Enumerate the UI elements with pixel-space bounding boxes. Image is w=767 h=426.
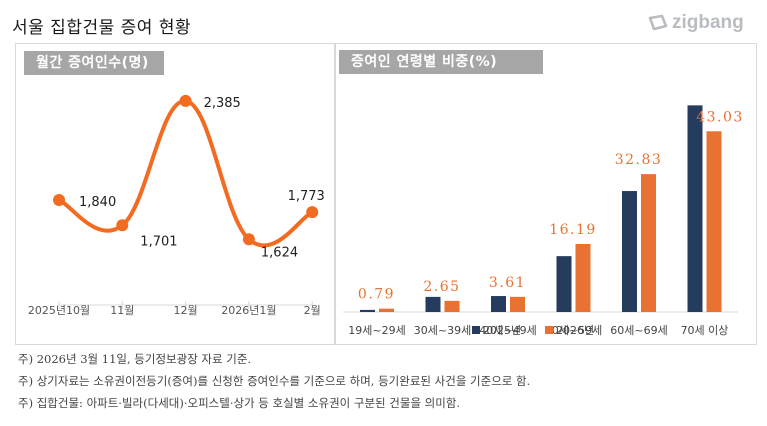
- data-label: 32.83: [615, 152, 663, 168]
- bar-2026: [444, 300, 460, 312]
- category-label: 70세 이상: [681, 324, 729, 337]
- x-tick-label: 2026년1월: [221, 304, 276, 317]
- bar-2025: [622, 191, 637, 312]
- data-point: [53, 194, 65, 206]
- data-label: 2,385: [204, 96, 241, 111]
- x-tick-label: 11월: [110, 304, 134, 317]
- data-point: [116, 219, 129, 232]
- footnote-basis: 주) 상기자료는 소유권이전등기(증여)를 신청한 증여인수를 기준으로 하며,…: [18, 374, 531, 388]
- category-label: 30세~39세: [414, 324, 471, 337]
- charts-frame: [15, 43, 757, 345]
- monthly-gift-line-chart: 2025년10월 11월 12월 2026년1월 2월 1,840 1,701 2,385 1,…: [28, 94, 325, 317]
- bar-2026: [706, 131, 722, 312]
- bar-2026: [379, 308, 394, 312]
- x-tick-label: 2월: [304, 304, 321, 317]
- bar-2025: [556, 256, 572, 312]
- legend-label: 2026년: [556, 324, 594, 337]
- zigbang-logo: zigbang: [646, 12, 744, 34]
- category-label: 60세~69세: [610, 324, 667, 337]
- data-label: 1,624: [261, 245, 298, 260]
- bar-2026: [575, 244, 591, 312]
- data-point: [242, 233, 255, 246]
- data-label: 3.61: [489, 275, 526, 291]
- category-label: 50세~59세: [545, 324, 602, 337]
- line-chart-title: 월간 증여인수(명): [24, 51, 164, 75]
- legend-swatch: [472, 326, 480, 334]
- category-label: 40세~49세: [479, 324, 536, 337]
- data-label: 1,840: [79, 195, 116, 210]
- bar-2026: [641, 174, 656, 312]
- footnote-definition: 주) 집합건물: 아파트·빌라(다세대)·오피스텔·상가 등 호실별 소유권이 …: [18, 396, 461, 410]
- bar-2025: [491, 296, 506, 312]
- data-point: [306, 206, 319, 219]
- data-point: [179, 94, 192, 107]
- footnote-date: 주) 2026년 3월 11일, 등기정보광장 자료 기준.: [18, 352, 252, 366]
- x-tick-label: 2025년10월: [28, 304, 90, 317]
- category-label: 19세~29세: [348, 324, 405, 337]
- data-label: 1,701: [140, 234, 177, 249]
- bar-2025: [425, 296, 441, 312]
- legend-swatch: [545, 326, 553, 334]
- data-label: 16.19: [549, 222, 597, 238]
- data-label: 43.03: [696, 109, 744, 125]
- age-share-bar-chart: 0.79 19세~29세 2.65 30세~39세 3.61 40세~49세 16.19 50…: [343, 105, 744, 337]
- logo-text: zigbang: [672, 12, 744, 33]
- zigbang-logo-icon: [648, 14, 668, 31]
- data-label: 2.65: [423, 279, 460, 295]
- data-label: 1,773: [288, 189, 325, 204]
- data-label: 0.79: [358, 287, 395, 303]
- legend: 2025년 2026년: [472, 324, 594, 337]
- x-tick-label: 12월: [174, 304, 198, 317]
- panel-divider: [334, 43, 336, 345]
- bar-chart-title: 증여인 연령별 비중(%): [339, 50, 543, 74]
- footnotes: 주) 2026년 3월 11일, 등기정보광장 자료 기준. 주) 상기자료는 …: [18, 348, 530, 414]
- page-title: 서울 집합건물 증여 현황: [12, 18, 192, 38]
- bar-2025: [360, 309, 375, 312]
- bar-2026: [510, 296, 525, 312]
- legend-label: 2025년: [483, 324, 521, 337]
- bar-2025: [687, 105, 703, 312]
